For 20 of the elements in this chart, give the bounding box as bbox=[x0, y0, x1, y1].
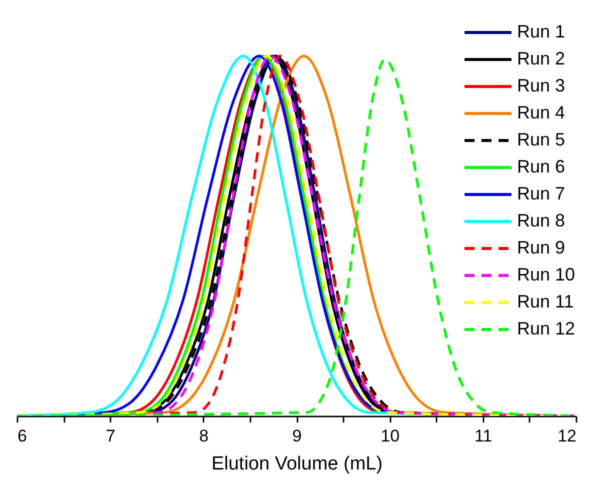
legend-label: Run 10 bbox=[517, 264, 576, 284]
legend-label: Run 3 bbox=[517, 76, 566, 96]
x-tick-label: 11 bbox=[474, 426, 492, 446]
x-tick-label: 7 bbox=[106, 426, 116, 446]
x-tick-label: 12 bbox=[558, 426, 576, 446]
x-tick-label: 9 bbox=[292, 426, 302, 446]
legend-label: Run 6 bbox=[517, 156, 566, 176]
legend-label: Run 11 bbox=[517, 292, 574, 312]
x-tick-label: 8 bbox=[199, 426, 209, 446]
x-tick-label: 10 bbox=[380, 426, 400, 446]
x-axis-title: Elution Volume (mL) bbox=[211, 454, 383, 474]
legend-label: Run 9 bbox=[517, 238, 566, 258]
x-tick-label: 6 bbox=[18, 426, 27, 446]
legend-label: Run 12 bbox=[517, 318, 576, 338]
legend-label: Run 5 bbox=[517, 130, 566, 150]
legend-label: Run 4 bbox=[517, 102, 566, 122]
legend-label: Run 2 bbox=[517, 48, 566, 68]
legend-label: Run 8 bbox=[517, 210, 566, 230]
legend-label: Run 1 bbox=[517, 22, 566, 42]
legend-label: Run 7 bbox=[517, 184, 566, 204]
